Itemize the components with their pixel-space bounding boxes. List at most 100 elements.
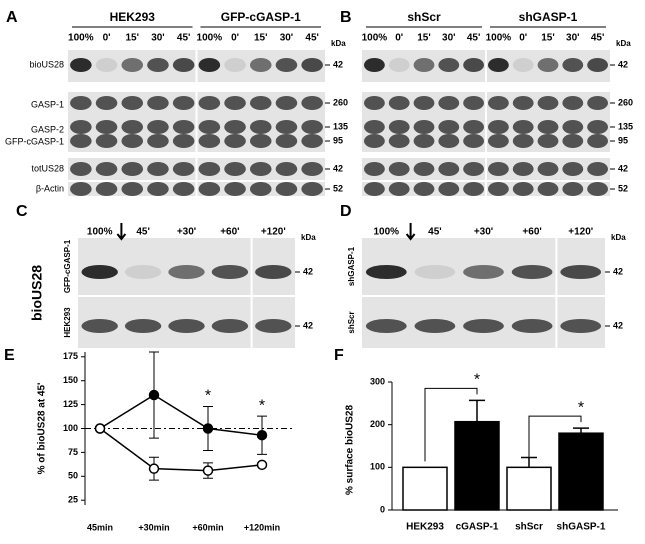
marker-label: 260 [618,97,633,107]
band [70,182,92,196]
band [70,120,92,134]
band [512,134,534,148]
band [275,120,298,134]
bar [454,420,500,511]
lane-label: +120' [261,227,286,238]
band [537,182,559,196]
lane-label: 15' [541,33,555,44]
x-tick-label: shGASP-1 [557,522,606,533]
arrow [116,223,127,241]
lane-label: 100% [374,227,400,238]
group-label: shGASP-1 [519,10,578,24]
band [224,120,246,134]
lane-label: 100% [362,33,388,44]
lane-label: +60' [522,227,541,238]
band [512,58,534,72]
band [224,182,246,196]
side-label: bioUS28 [29,265,45,321]
series-line [99,427,263,472]
significance-star: * [474,372,480,389]
band [198,182,221,196]
band [224,96,246,110]
band [95,96,118,110]
band [198,134,221,148]
marker-label: 52 [618,183,628,193]
band [172,58,195,72]
band [124,265,162,279]
band [147,162,169,176]
band [365,265,407,279]
band [388,182,410,196]
band [413,58,435,72]
band [562,182,584,196]
row-label: GASP-2 [31,124,64,134]
band [95,182,118,196]
band [95,58,118,72]
band [438,120,460,134]
band [121,120,144,134]
y-tick-label: 25 [68,495,78,505]
unit-label: kDa [301,233,316,242]
band [211,265,249,279]
band [413,120,435,134]
band [198,58,221,72]
band [463,58,485,72]
x-tick-label: 45min [87,522,113,532]
row-label: shScr [347,311,356,333]
x-tick-label: +60min [192,522,223,532]
y-axis-label: % surface bioUS28 [345,405,356,495]
band [487,162,509,176]
lane-label: +30' [177,227,196,238]
panel-letter: B [340,9,352,26]
band [463,319,504,333]
band [388,96,410,110]
group-label: HEK293 [110,10,156,24]
band [249,58,272,72]
bar [506,466,552,511]
arrow [405,223,416,241]
marker-label: 42 [333,163,343,173]
band [224,162,246,176]
band [438,162,460,176]
row-label: bioUS28 [29,59,64,69]
band [198,162,221,176]
band [255,265,292,279]
marker-label: 135 [333,121,348,131]
lane-label: 45' [591,33,605,44]
band [587,120,609,134]
band [560,319,602,333]
bracket [424,387,478,462]
y-tick-label: 100 [63,423,78,433]
group-label: shScr [407,10,441,24]
band [224,58,246,72]
lane-label: 45' [177,33,191,44]
marker-label: 260 [333,97,348,107]
band [249,182,272,196]
marker-label: 52 [333,183,343,193]
lane-label: +60' [220,227,239,238]
lane-label: 100% [68,33,94,44]
band [463,265,504,279]
band [275,162,298,176]
marker-label: 42 [333,59,343,69]
significance-star: * [205,388,211,405]
lane-label: 30' [566,33,580,44]
band [487,120,509,134]
band [562,162,584,176]
band [70,58,92,72]
band [562,134,584,148]
band [414,319,456,333]
band [587,58,609,72]
band [147,120,169,134]
lane-label: 0' [519,33,527,44]
point [202,423,214,434]
lane-label: 100% [486,33,512,44]
band [95,134,118,148]
band [121,162,144,176]
group-label: GFP-cGASP-1 [221,10,301,24]
band [512,120,534,134]
y-tick-label: 200 [370,419,385,429]
band [562,120,584,134]
band [70,96,92,110]
x-tick-label: shScr [515,522,543,533]
